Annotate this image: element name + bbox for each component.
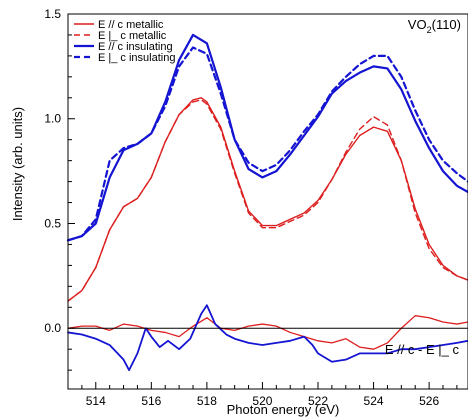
series-line-3: [66, 33, 468, 242]
axes-layer: 514 516 518 520 522 524 526 0.0 0.5 1.0 1.5: [44, 7, 458, 408]
plot-frame: [67, 13, 468, 390]
series-line-1: [67, 97, 468, 302]
x-tick-label: 524: [364, 394, 384, 408]
y-axis-label: Intensity (arb. units): [10, 107, 25, 221]
y-tick-label: 0.0: [44, 321, 61, 335]
x-tick-label: 522: [308, 394, 328, 408]
x-tick-label: 516: [141, 394, 161, 408]
x-tick-label: 526: [419, 394, 439, 408]
series-line-6: [67, 304, 468, 372]
legend-label: E |_ c metallic: [98, 30, 167, 42]
y-tick-label: 1.0: [44, 112, 61, 126]
series-line-2: [67, 99, 468, 302]
difference-annotation: E // c - E |_ c: [385, 342, 460, 357]
legend-label: E |_ c insulating: [98, 52, 175, 64]
x-tick-label: 520: [252, 394, 272, 408]
series-line-5: [67, 315, 468, 350]
x-tick-label: 514: [86, 394, 106, 408]
legend-label: E // c metallic: [98, 19, 164, 31]
series-line-4: [66, 46, 468, 242]
sample-annotation: VO2(110): [408, 17, 461, 35]
series-layer: [66, 33, 468, 372]
x-axis-label: Photon energy (eV): [227, 402, 340, 417]
y-tick-label: 1.5: [44, 7, 61, 21]
y-tick-label: 0.5: [44, 216, 61, 230]
legend-label: E // c insulating: [98, 41, 173, 53]
x-tick-label: 518: [197, 394, 217, 408]
